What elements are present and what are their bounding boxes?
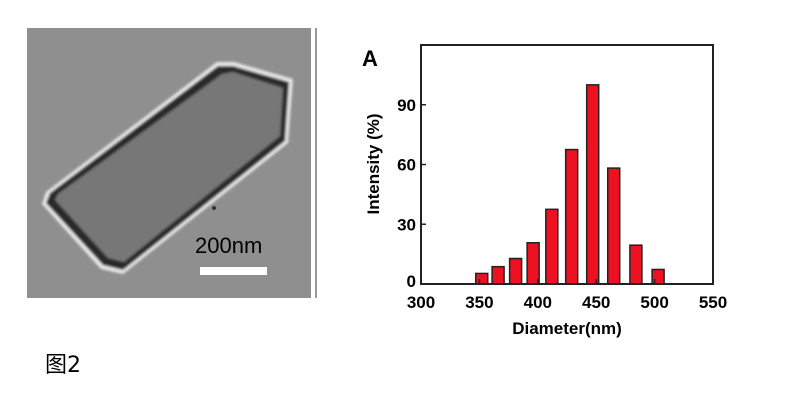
x-tick-label: 400 (524, 293, 552, 312)
bar-429 (564, 148, 579, 285)
bar-396 (526, 242, 540, 285)
figure-caption: 图2 (45, 353, 81, 378)
bar-412 (545, 208, 559, 285)
x-tick-label: 300 (407, 293, 435, 312)
y-tick-label: 90 (397, 96, 416, 115)
bar-366 (491, 265, 505, 285)
bar-chart: A 300 350 400 450 500 550 0 30 60 90 Diameter(nm)… (362, 44, 727, 338)
y-tick-label: 30 (397, 215, 416, 234)
x-tick-label: 450 (582, 293, 610, 312)
bar-381 (508, 257, 523, 285)
micrograph-image (27, 28, 317, 298)
bar-352 (474, 272, 489, 285)
bar-447 (585, 84, 600, 285)
bar-484 (629, 244, 643, 285)
scale-bar-label: 200nm (195, 233, 263, 258)
y-tick-label: 60 (397, 156, 416, 175)
x-tick-label: 500 (640, 293, 668, 312)
panel-label: A (362, 46, 378, 71)
x-tick-label: 350 (465, 293, 493, 312)
y-tick-label: 0 (407, 272, 416, 291)
y-axis-label: Intensity (%) (364, 113, 383, 214)
debris-dot (212, 206, 216, 210)
bar-465 (606, 167, 621, 285)
x-tick-label: 550 (699, 293, 727, 312)
scale-bar (200, 267, 267, 275)
x-axis-label: Diameter(nm) (512, 319, 622, 338)
crystal-particle (42, 62, 293, 274)
